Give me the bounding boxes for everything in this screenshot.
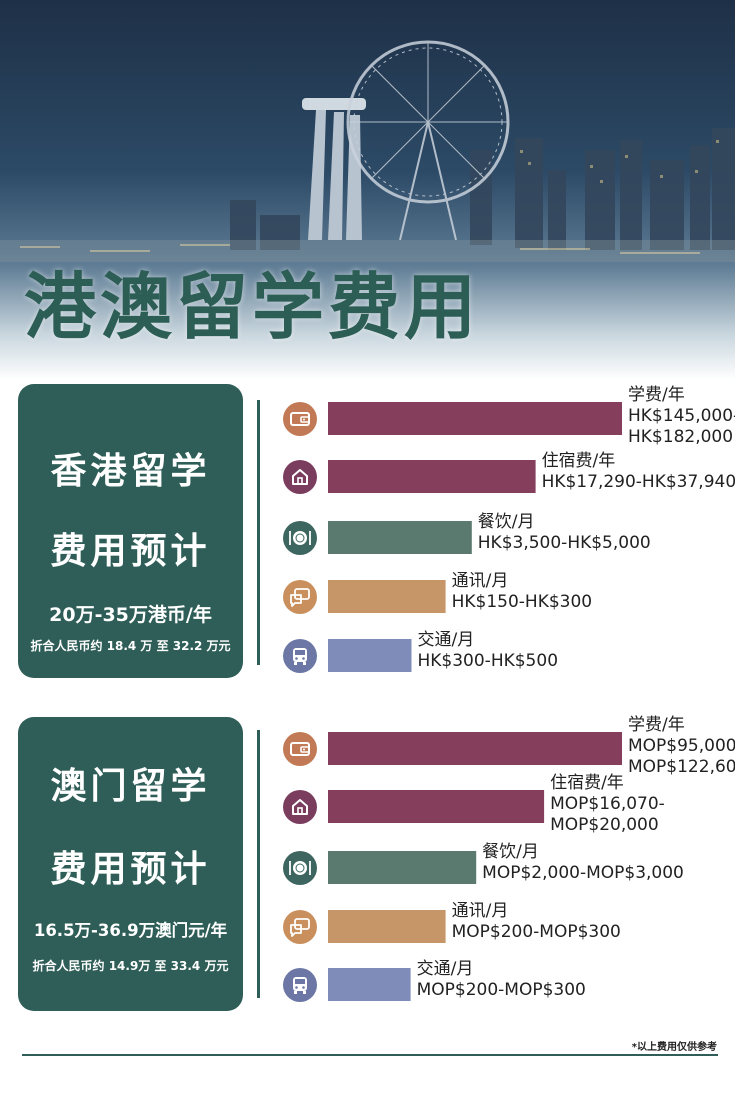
bus-icon xyxy=(283,967,317,1002)
panel-title-line2: 费用预计 xyxy=(50,531,211,572)
category-label: 住宿费/年 xyxy=(541,451,616,471)
bus-icon xyxy=(283,638,317,673)
rmb-conversion-note: 折合人民币约 14.9万 至 33.4 万元 xyxy=(32,959,229,973)
value-label: HK$17,290-HK$37,940 xyxy=(541,472,735,492)
wallet-icon xyxy=(283,401,317,436)
section-divider xyxy=(257,400,260,665)
value-label: MOP$122,600 xyxy=(628,757,735,777)
bar-label-mo-4: 交通/月 MOP$200-MOP$300 xyxy=(417,959,586,1001)
value-label: HK$150-HK$300 xyxy=(451,592,593,612)
home-icon xyxy=(283,459,317,494)
total-cost-range: 16.5万-36.9万澳门元/年 xyxy=(33,921,228,940)
bar-label-hk-4: 交通/月 HK$300-HK$500 xyxy=(417,630,558,672)
hong-kong-summary-panel: 香港留学 费用预计 20万-35万港币/年 折合人民币约 18.4 万 至 32… xyxy=(18,384,243,678)
dining-icon xyxy=(283,850,317,885)
section-divider xyxy=(257,730,260,998)
chat-icon xyxy=(283,579,317,614)
category-label: 通讯/月 xyxy=(451,901,509,921)
macau-summary-panel: 澳门留学 费用预计 16.5万-36.9万澳门元/年 折合人民币约 14.9万 … xyxy=(18,717,243,1011)
rmb-conversion-note: 折合人民币约 18.4 万 至 32.2 万元 xyxy=(30,639,231,653)
bar-mo-3 xyxy=(328,910,446,943)
bar-label-hk-2: 餐饮/月 HK$3,500-HK$5,000 xyxy=(478,512,651,554)
panel-title-line1: 澳门留学 xyxy=(50,766,211,807)
bar-label-hk-0: 学费/年 HK$145,000- HK$182,000 xyxy=(628,385,735,448)
value-label: MOP$95,000- xyxy=(628,736,735,756)
bar-mo-0 xyxy=(328,732,622,765)
bar-label-mo-3: 通讯/月 MOP$200-MOP$300 xyxy=(452,901,621,943)
bar-hk-4 xyxy=(328,639,412,672)
bar-mo-4 xyxy=(328,968,411,1001)
panel-title-line1: 香港留学 xyxy=(50,451,211,492)
category-label: 通讯/月 xyxy=(451,571,509,591)
value-label: MOP$2,000-MOP$3,000 xyxy=(482,863,684,883)
category-label: 学费/年 xyxy=(628,715,685,735)
bar-label-mo-1: 住宿费/年 MOP$16,070- MOP$20,000 xyxy=(550,773,665,836)
wallet-icon xyxy=(283,731,317,766)
bar-label-hk-1: 住宿费/年 HK$17,290-HK$37,940 xyxy=(542,451,735,493)
bar-hk-3 xyxy=(328,580,446,613)
value-label: MOP$20,000 xyxy=(550,815,659,835)
bar-label-hk-3: 通讯/月 HK$150-HK$300 xyxy=(452,571,593,613)
chat-icon xyxy=(283,909,317,944)
bottom-divider xyxy=(22,1054,718,1056)
value-label: HK$182,000 xyxy=(628,427,734,447)
category-label: 学费/年 xyxy=(628,385,685,405)
bar-mo-1 xyxy=(328,790,545,823)
bar-hk-0 xyxy=(328,402,622,435)
category-label: 餐饮/月 xyxy=(477,512,535,532)
value-label: HK$145,000- xyxy=(628,406,735,426)
value-label: HK$3,500-HK$5,000 xyxy=(477,533,651,553)
page-title: 港澳留学费用 xyxy=(24,265,481,349)
category-label: 交通/月 xyxy=(417,630,475,650)
bar-hk-2 xyxy=(328,521,472,554)
value-label: MOP$200-MOP$300 xyxy=(416,980,586,1000)
skyline-illustration xyxy=(0,40,735,262)
home-icon xyxy=(283,789,317,824)
panel-title-line2: 费用预计 xyxy=(50,849,211,890)
category-label: 交通/月 xyxy=(416,959,474,979)
bar-label-mo-2: 餐饮/月 MOP$2,000-MOP$3,000 xyxy=(482,842,684,884)
hero-banner: 港澳留学费用 xyxy=(0,0,735,380)
dining-icon xyxy=(283,520,317,555)
value-label: HK$300-HK$500 xyxy=(417,651,559,671)
category-label: 住宿费/年 xyxy=(550,773,624,793)
footnote: *以上费用仅供参考 xyxy=(631,1042,717,1053)
bar-mo-2 xyxy=(328,851,477,884)
bar-hk-1 xyxy=(328,460,536,493)
value-label: MOP$16,070- xyxy=(550,794,665,814)
value-label: MOP$200-MOP$300 xyxy=(451,922,621,942)
total-cost-range: 20万-35万港币/年 xyxy=(49,604,212,626)
category-label: 餐饮/月 xyxy=(482,842,539,862)
